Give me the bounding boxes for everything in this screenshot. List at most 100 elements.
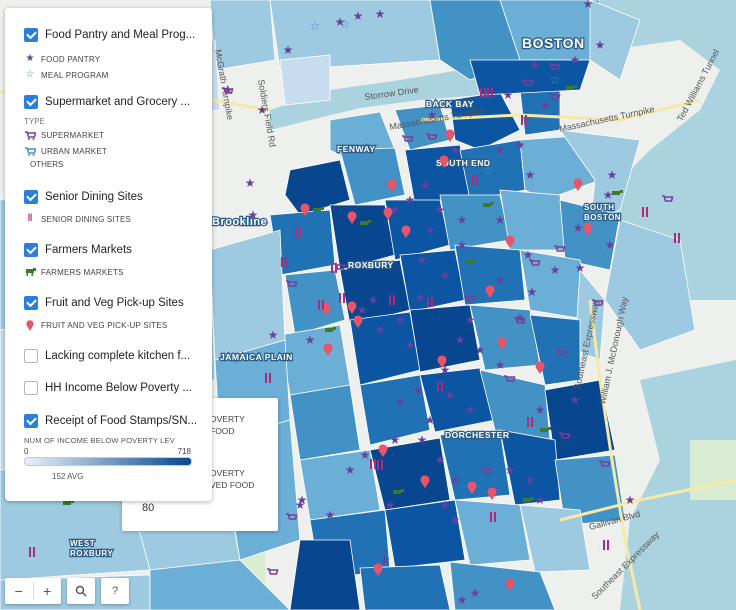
senior-dining-marker[interactable]: [281, 257, 287, 267]
food-pantry-marker[interactable]: ★: [575, 261, 586, 275]
food-pantry-marker[interactable]: ★: [245, 176, 256, 190]
food-pantry-marker[interactable]: ★: [535, 403, 546, 417]
senior-dining-marker[interactable]: [472, 175, 478, 185]
food-pantry-marker[interactable]: ★: [495, 273, 506, 287]
food-pantry-marker[interactable]: ★: [415, 291, 426, 305]
census-tract[interactable]: [469, 59, 591, 96]
fruit-veg-pickup-marker[interactable]: [505, 235, 515, 248]
food-pantry-marker[interactable]: ★: [457, 213, 468, 227]
food-pantry-marker[interactable]: ★: [450, 143, 461, 157]
senior-dining-marker[interactable]: [339, 293, 345, 303]
senior-dining-marker[interactable]: [427, 297, 433, 307]
supermarket-marker[interactable]: [549, 93, 561, 100]
food-pantry-marker[interactable]: ★: [540, 98, 551, 112]
farmers-market-marker[interactable]: [63, 500, 74, 505]
layer-toggle-checkbox[interactable]: [24, 28, 38, 42]
food-pantry-marker[interactable]: ★: [435, 453, 446, 467]
food-pantry-marker[interactable]: ★: [360, 448, 371, 462]
meal-program-marker[interactable]: ☆: [550, 73, 561, 87]
food-pantry-marker[interactable]: ★: [268, 328, 279, 342]
fruit-veg-pickup-marker[interactable]: [439, 155, 449, 168]
census-tract[interactable]: [589, 0, 641, 81]
farmers-market-marker[interactable]: [325, 327, 336, 332]
farmers-market-marker[interactable]: [360, 220, 371, 225]
fruit-veg-pickup-marker[interactable]: [437, 355, 447, 368]
supermarket-marker[interactable]: [554, 245, 566, 252]
farmers-market-marker[interactable]: [612, 190, 623, 195]
census-tract[interactable]: [499, 429, 561, 506]
food-pantry-marker[interactable]: ★: [465, 403, 476, 417]
food-pantry-marker[interactable]: ★: [223, 83, 234, 97]
food-pantry-marker[interactable]: ★: [525, 473, 536, 487]
food-pantry-marker[interactable]: ★: [445, 388, 456, 402]
census-tract[interactable]: [454, 499, 531, 566]
census-tract[interactable]: [369, 437, 451, 511]
layer-toggle-checkbox[interactable]: [24, 381, 38, 395]
food-pantry-marker[interactable]: ★: [283, 43, 294, 57]
farmers-market-marker[interactable]: [393, 489, 404, 494]
supermarket-marker[interactable]: [222, 87, 234, 94]
census-tract[interactable]: [279, 54, 331, 106]
supermarket-marker[interactable]: [556, 349, 568, 356]
fruit-veg-pickup-marker[interactable]: [420, 475, 430, 488]
senior-dining-marker[interactable]: [490, 512, 496, 522]
food-pantry-marker[interactable]: ★: [495, 358, 506, 372]
food-pantry-marker[interactable]: ★: [475, 343, 486, 357]
food-pantry-marker[interactable]: ★: [530, 58, 541, 72]
supermarket-marker[interactable]: [481, 467, 493, 474]
food-pantry-marker[interactable]: ★: [425, 413, 436, 427]
fruit-veg-pickup-marker[interactable]: [573, 178, 583, 191]
food-pantry-marker[interactable]: ★: [573, 221, 584, 235]
fruit-veg-pickup-marker[interactable]: [487, 487, 497, 500]
fruit-veg-pickup-marker[interactable]: [353, 315, 363, 328]
senior-dining-marker[interactable]: [331, 263, 337, 273]
senior-dining-marker[interactable]: [527, 417, 533, 427]
search-button[interactable]: [67, 578, 95, 604]
fruit-veg-pickup-marker[interactable]: [373, 563, 383, 576]
food-pantry-marker[interactable]: ★: [417, 433, 428, 447]
food-pantry-marker[interactable]: ★: [395, 313, 406, 327]
census-tract[interactable]: [409, 304, 481, 373]
layer-toggle-checkbox[interactable]: [24, 190, 38, 204]
food-pantry-marker[interactable]: ★: [257, 103, 268, 117]
fruit-veg-pickup-marker[interactable]: [383, 207, 393, 220]
fruit-veg-pickup-marker[interactable]: [535, 361, 545, 374]
meal-program-marker[interactable]: ☆: [465, 198, 476, 212]
census-tract[interactable]: [604, 219, 696, 351]
layer-toggle-checkbox[interactable]: [24, 349, 38, 363]
meal-program-marker[interactable]: ☆: [340, 17, 351, 31]
supermarket-marker[interactable]: [426, 133, 438, 140]
fruit-veg-pickup-marker[interactable]: [347, 211, 357, 224]
food-pantry-marker[interactable]: ★: [375, 323, 386, 337]
food-pantry-marker[interactable]: ★: [417, 253, 428, 267]
food-pantry-marker[interactable]: ★: [515, 138, 526, 152]
senior-dining-marker[interactable]: [295, 227, 301, 237]
senior-dining-marker[interactable]: [603, 540, 609, 550]
fruit-veg-pickup-marker[interactable]: [485, 285, 495, 298]
food-pantry-marker[interactable]: ★: [457, 593, 468, 607]
senior-dining-marker[interactable]: [674, 233, 680, 243]
food-pantry-marker[interactable]: ★: [395, 395, 406, 409]
food-pantry-marker[interactable]: ★: [440, 498, 451, 512]
senior-dining-marker[interactable]: [642, 207, 648, 217]
zoom-in-button[interactable]: +: [43, 583, 52, 599]
food-pantry-marker[interactable]: ★: [495, 213, 506, 227]
food-pantry-marker[interactable]: ★: [550, 263, 561, 277]
food-pantry-marker[interactable]: ★: [595, 38, 606, 52]
senior-dining-marker[interactable]: [318, 300, 324, 310]
food-pantry-marker[interactable]: ★: [413, 383, 424, 397]
food-pantry-marker[interactable]: ★: [523, 248, 534, 262]
census-tract[interactable]: [519, 504, 591, 573]
food-pantry-marker[interactable]: ★: [605, 238, 616, 252]
meal-program-marker[interactable]: ☆: [483, 163, 494, 177]
fruit-veg-pickup-marker[interactable]: [401, 225, 411, 238]
fruit-veg-pickup-marker[interactable]: [467, 481, 477, 494]
food-pantry-marker[interactable]: ★: [625, 493, 636, 507]
census-tract[interactable]: [384, 499, 466, 569]
farmers-market-marker[interactable]: [483, 202, 494, 207]
food-pantry-marker[interactable]: ★: [583, 0, 594, 11]
layer-toggle-checkbox[interactable]: [24, 95, 38, 109]
food-pantry-marker[interactable]: ★: [527, 285, 538, 299]
food-pantry-marker[interactable]: ★: [248, 208, 259, 222]
farmers-market-marker[interactable]: [523, 497, 534, 502]
